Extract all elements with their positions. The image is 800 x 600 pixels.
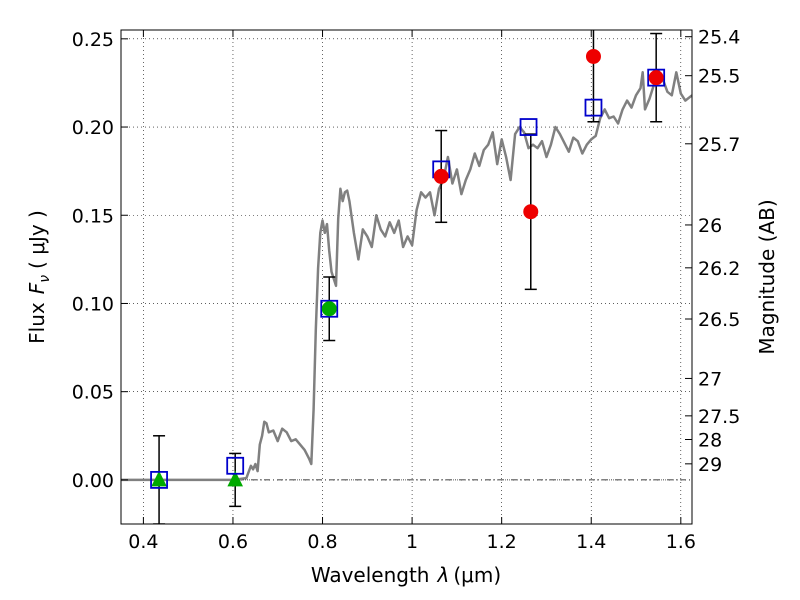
x-tick-label: 0.4: [128, 531, 158, 553]
y2-tick-label: 25.5: [698, 66, 740, 88]
observed-flux-point: [433, 168, 449, 184]
upper-limit-triangle: [151, 470, 167, 487]
x-tick-label: 0.6: [218, 531, 248, 553]
x-tick-label: 1.4: [576, 531, 606, 553]
x-tick-label: 0.8: [307, 531, 337, 553]
model-photometry-square: [584, 98, 603, 117]
y2-axis-title: Magnitude (AB): [755, 199, 779, 354]
y2-tick-label: 26.2: [698, 258, 740, 280]
model-photometry-square: [519, 118, 538, 136]
y-tick-label: 0.15: [72, 205, 114, 227]
y2-tick-label: 26.5: [698, 309, 740, 331]
y2-tick-label: 25.7: [698, 134, 740, 156]
y2-tick-label: 25.4: [698, 27, 740, 49]
observed-flux-point: [648, 70, 664, 86]
y2-tick-label: 29: [698, 454, 722, 476]
observed-flux-point: [585, 48, 601, 64]
model-spectrum-line: [121, 69, 692, 482]
model-photometry-square: [226, 456, 245, 475]
y-tick-label: 0.20: [72, 117, 114, 139]
y-tick-label: 0.05: [72, 382, 114, 404]
model-photometry-square: [150, 470, 168, 489]
model-spectrum-group: [121, 69, 692, 482]
model-photometry-square: [647, 68, 666, 87]
y2-tick-label: 28: [698, 429, 722, 451]
x-tick-label: 1.6: [666, 531, 696, 553]
model-photometry-square: [320, 299, 339, 318]
y2-tick-label: 27.5: [698, 406, 740, 428]
data-markers: [150, 48, 666, 489]
x-axis-title: Wavelength λ (μm): [311, 563, 501, 587]
upper-limit-triangle: [227, 470, 244, 487]
y-tick-label: 0.00: [72, 470, 114, 492]
x-tick-label: 1: [406, 531, 418, 553]
axis-ticks: 0.4 0.6 0.8 1 1.2 1.4 1.6 0.00 0.05 0.10 0.15 0.20 0…: [72, 27, 741, 553]
y2-tick-label: 26: [698, 215, 722, 237]
y2-tick-label: 27: [698, 368, 722, 390]
observed-flux-point: [523, 204, 539, 220]
y-tick-label: 0.10: [72, 293, 114, 315]
x-tick-label: 1.2: [487, 531, 517, 553]
observed-flux-point: [321, 301, 337, 317]
plot-frame: [120, 29, 693, 525]
y-axis-title: FluxFν( μJy ): [25, 210, 53, 344]
y-tick-label: 0.25: [72, 29, 114, 51]
